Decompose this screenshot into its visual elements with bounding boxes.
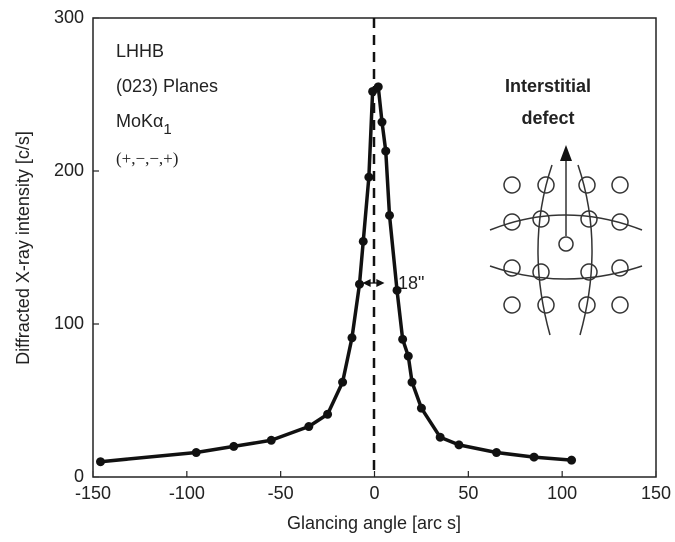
data-point [398,334,408,344]
data-point [435,432,445,442]
fwhm-arrow [362,278,385,288]
data-point [529,452,539,462]
annotation: MoKα1 [116,111,172,138]
data-point [338,377,348,387]
radiation: MoKα [116,111,163,131]
data-point [229,441,239,451]
data-point [304,422,314,432]
fwhm-label: 18" [398,273,424,293]
defect-title: Interstitial [505,76,591,96]
data-point [392,285,402,295]
data-point [407,377,417,387]
data-point [358,236,368,246]
data-point [364,172,374,182]
y-axis-label: Diffracted X-ray intensity [c/s] [13,131,33,365]
data-point [96,457,106,467]
x-tick-label: -50 [268,483,294,503]
x-tick-label: 0 [369,483,379,503]
lattice-diagram [489,160,643,336]
data-point [385,210,395,220]
data-point [347,333,357,343]
y-tick-label: 0 [74,466,84,486]
y-tick-label: 300 [54,7,84,27]
data-point [323,409,333,419]
curve [100,85,572,464]
data-point [266,435,276,445]
data-point [377,117,387,127]
y-tick-label: 100 [54,313,84,333]
data-point [416,403,426,413]
x-axis-label: Glancing angle [arc s] [287,513,461,533]
y-tick-label: 200 [54,160,84,180]
x-tick-label: -150 [75,483,111,503]
defect-title: defect [521,108,574,128]
annotation: (023) Planes [116,76,218,96]
x-tick-label: 100 [547,483,577,503]
x-tick-label: -100 [169,483,205,503]
x-tick-label: 150 [641,483,671,503]
annotation: (+,−,−,+) [116,149,178,168]
data-point [567,455,577,465]
data-point [491,448,501,458]
x-tick-label: 50 [458,483,478,503]
radiation-sub: 1 [163,121,171,138]
data-point [373,82,383,92]
arrow-head [560,145,572,161]
annotation: LHHB [116,41,164,61]
data-point [381,146,391,156]
data-point [191,448,201,458]
data-point [403,351,413,361]
data-point [454,440,464,450]
data-point [354,279,364,289]
